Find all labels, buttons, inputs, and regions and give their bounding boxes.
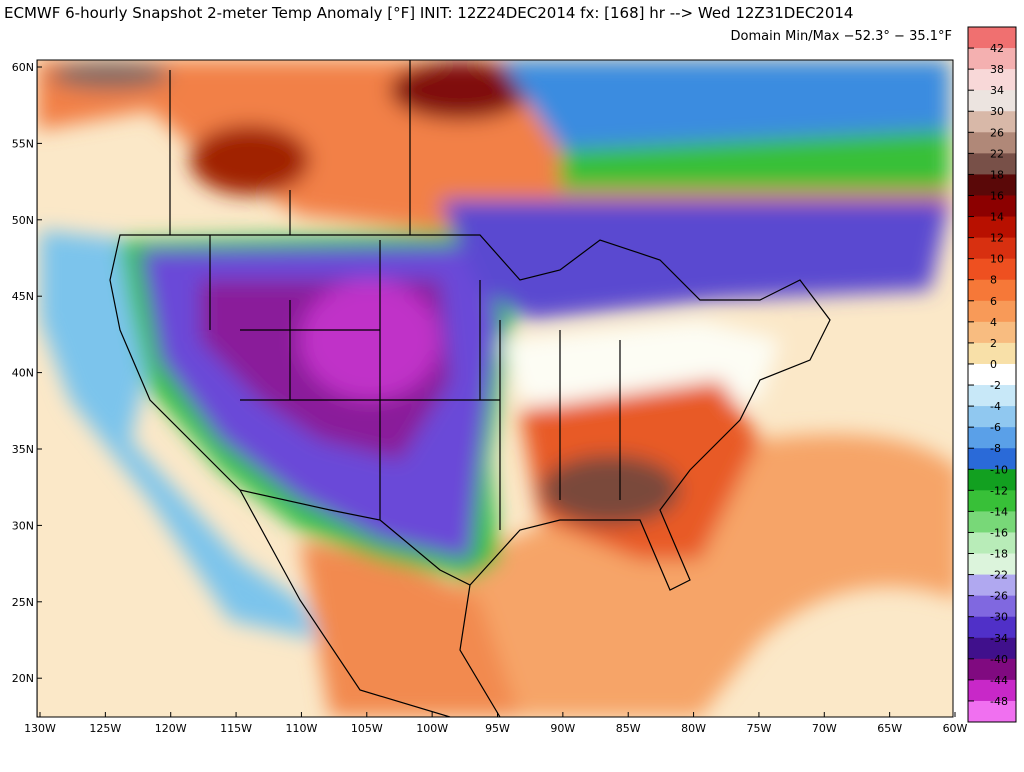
lat-label: 20N (12, 672, 34, 685)
colorbar-label: 8 (990, 274, 997, 287)
colorbar-label: 12 (990, 232, 1004, 245)
colorbar-swatch (968, 658, 1016, 681)
colorbar-swatch (968, 637, 1016, 660)
colorbar-label: 14 (990, 211, 1004, 224)
colorbar-label: -14 (990, 505, 1008, 518)
colorbar-label: -2 (990, 379, 1001, 392)
colorbar-swatch (968, 574, 1016, 597)
colorbar-label: 26 (990, 126, 1004, 139)
colorbar-label: -12 (990, 484, 1008, 497)
lat-label: 30N (12, 519, 34, 532)
colorbar-label: -16 (990, 526, 1008, 539)
colorbar-label: 4 (990, 316, 997, 329)
colorbar-swatch (968, 616, 1016, 639)
colorbar-swatch (968, 69, 1016, 91)
colorbar-swatch (968, 363, 1016, 386)
colorbar-swatch (968, 553, 1016, 576)
colorbar-swatch (968, 532, 1016, 555)
colorbar-label: 10 (990, 253, 1004, 266)
colorbar-swatch (968, 132, 1016, 154)
colorbar-swatch (968, 111, 1016, 133)
colorbar-swatch (968, 300, 1016, 323)
colorbar-swatch (968, 195, 1016, 218)
colorbar-swatch (968, 679, 1016, 702)
lon-label: 85W (616, 722, 641, 735)
colorbar-label: 34 (990, 84, 1004, 97)
colorbar-label: -26 (990, 590, 1008, 603)
colorbar-label: 30 (990, 105, 1004, 118)
colorbar-label: 6 (990, 295, 997, 308)
lat-label: 50N (12, 214, 34, 227)
lat-label: 45N (12, 290, 34, 303)
colorbar-label: 38 (990, 63, 1004, 76)
map-frame (36, 59, 954, 718)
colorbar-swatch (968, 174, 1016, 196)
lon-label: 115W (220, 722, 252, 735)
lat-label: 60N (12, 61, 34, 74)
colorbar-swatch (968, 342, 1016, 365)
colorbar-label: 42 (990, 42, 1004, 55)
colorbar-label: 0 (990, 358, 997, 371)
colorbar-label: -30 (990, 611, 1008, 624)
lon-label: 105W (351, 722, 383, 735)
colorbar-swatch (968, 90, 1016, 112)
title: ECMWF 6-hourly Snapshot 2-meter Temp Ano… (4, 4, 853, 22)
lon-label: 125W (89, 722, 121, 735)
colorbar-swatch (968, 153, 1016, 175)
colorbar-frame (967, 26, 1017, 723)
colorbar-swatch (968, 321, 1016, 344)
lon-label: 100W (416, 722, 448, 735)
lon-label: 75W (746, 722, 771, 735)
colorbar-swatch (968, 48, 1016, 70)
colorbar-swatch (968, 490, 1016, 512)
colorbar-swatch (968, 27, 1016, 49)
colorbar-label: 18 (990, 168, 1004, 181)
colorbar-swatch (968, 237, 1016, 260)
colorbar-swatch (968, 595, 1016, 618)
colorbar-swatch (968, 448, 1016, 470)
lon-label: 90W (550, 722, 575, 735)
colorbar-swatch (968, 216, 1016, 239)
colorbar-swatch (968, 700, 1016, 723)
lon-label: 120W (155, 722, 187, 735)
colorbar-label: 2 (990, 337, 997, 350)
lon-label: 80W (681, 722, 706, 735)
lat-label: 35N (12, 443, 34, 456)
colorbar-label: -18 (990, 548, 1008, 561)
subtitle: Domain Min/Max −52.3° − 35.1°F (731, 29, 952, 44)
colorbar-swatch (968, 385, 1016, 407)
colorbar-label: -40 (990, 653, 1008, 666)
colorbar-label: -6 (990, 421, 1001, 434)
colorbar-label: -44 (990, 674, 1008, 687)
colorbar-swatch (968, 469, 1016, 491)
colorbar-label: -48 (990, 695, 1008, 708)
colorbar-label: -34 (990, 632, 1008, 645)
colorbar-label: -10 (990, 463, 1008, 476)
colorbar-swatch (968, 279, 1016, 302)
colorbar-swatch (968, 406, 1016, 428)
colorbar-swatch (968, 258, 1016, 281)
colorbar-label: -8 (990, 442, 1001, 455)
lat-label: 55N (12, 137, 34, 150)
colorbar-label: -4 (990, 400, 1001, 413)
colorbar-swatch (968, 427, 1016, 449)
colorbar-label: 16 (990, 189, 1004, 202)
lon-label: 65W (877, 722, 902, 735)
lon-label: 60W (943, 722, 968, 735)
lon-label: 110W (285, 722, 317, 735)
lon-label: 95W (485, 722, 510, 735)
lat-label: 40N (12, 367, 34, 380)
lat-label: 25N (12, 596, 34, 609)
lon-label: 70W (812, 722, 837, 735)
map-field (37, 60, 953, 717)
colorbar-label: -22 (990, 569, 1008, 582)
lon-label: 130W (24, 722, 56, 735)
colorbar-label: 22 (990, 147, 1004, 160)
colorbar-swatch (968, 511, 1016, 533)
